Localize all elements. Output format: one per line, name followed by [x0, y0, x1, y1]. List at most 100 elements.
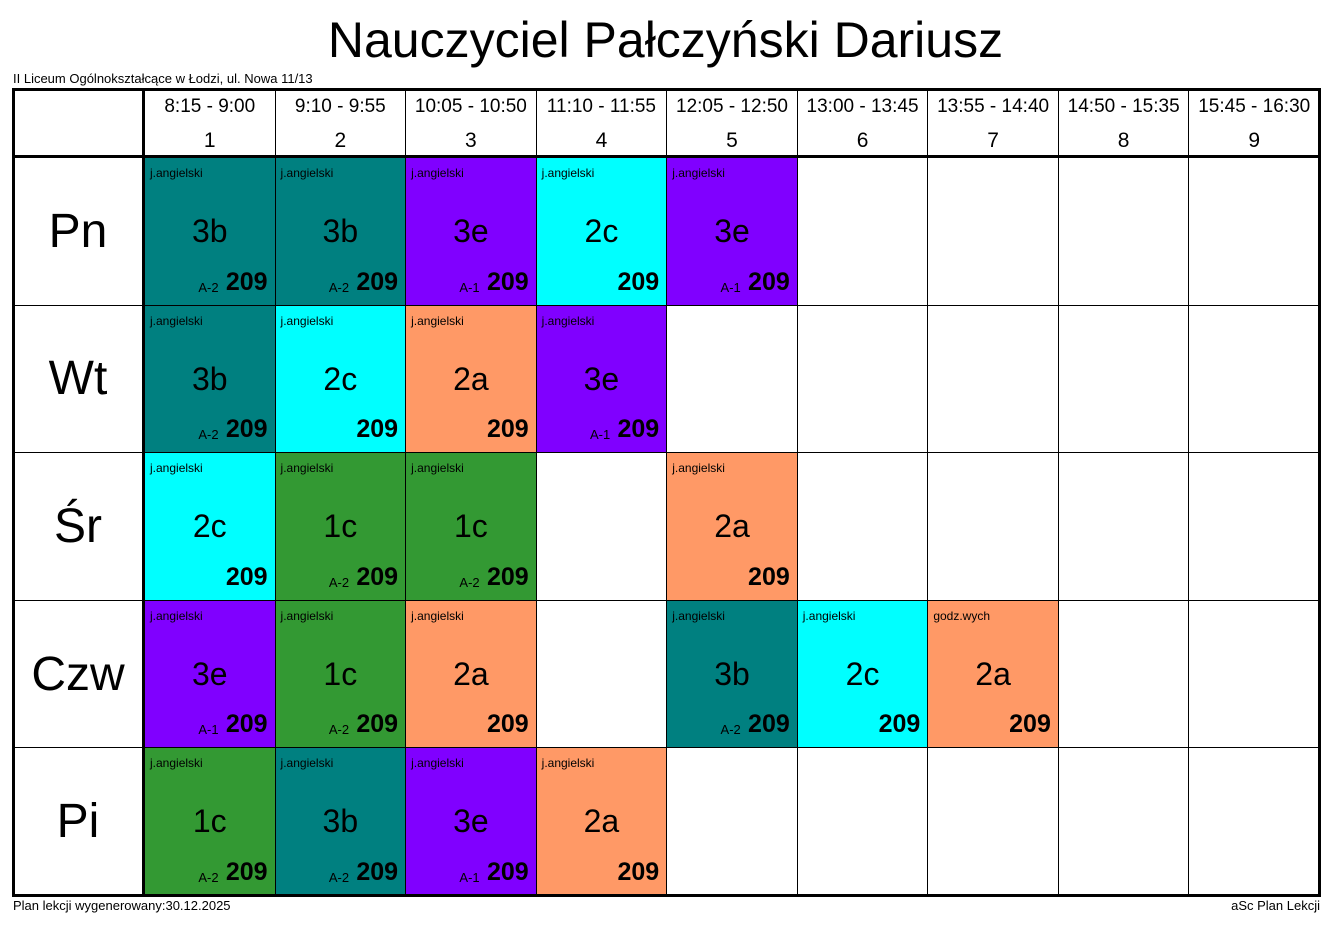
period-number: 9	[1248, 129, 1261, 152]
class-name: 3e	[453, 213, 489, 249]
group: A-2	[328, 279, 350, 295]
empty-cell	[797, 305, 929, 454]
school: II Liceum Ogólnokształcące w Łodzi, ul. …	[13, 71, 313, 86]
room: 209	[486, 267, 529, 296]
room: 209	[356, 415, 399, 444]
footer-left: Plan lekcji wygenerowany:30.12.2025	[13, 898, 231, 913]
lesson: j.angielski 2c 209	[536, 158, 668, 306]
period-header: 12:05 - 12:50 5	[667, 90, 798, 158]
lesson: j.angielski 3b A-2 209	[275, 158, 407, 306]
subject: j.angielski	[802, 608, 856, 623]
period-header: 13:55 - 14:40 7	[928, 90, 1059, 158]
period-time: 10:05 - 10:50	[414, 96, 527, 117]
subject: j.angielski	[150, 608, 203, 623]
subject: godz.wych	[933, 608, 991, 623]
lesson: j.angielski 1c A-2 209	[145, 748, 276, 896]
empty-cell	[1058, 453, 1190, 601]
room: 209	[225, 562, 268, 591]
period-time: 9:10 - 9:55	[294, 96, 386, 117]
period-number: 2	[334, 129, 347, 152]
room: 209	[617, 267, 660, 296]
class-name: 3b	[191, 360, 228, 397]
room: 209	[486, 415, 529, 444]
room: 209	[356, 562, 399, 591]
period-header: 14:50 - 15:35 8	[1058, 90, 1190, 158]
day-label: Pn	[14, 158, 145, 306]
room: 209	[748, 710, 790, 739]
lesson: j.angielski 1c A-2 209	[275, 600, 407, 749]
empty-cell	[1058, 305, 1190, 454]
subject: j.angielski	[150, 756, 203, 771]
room: 209	[225, 415, 268, 444]
group: A-2	[198, 427, 219, 443]
room: 209	[356, 710, 399, 739]
empty-cell	[1058, 158, 1190, 306]
group: A-2	[459, 574, 480, 590]
subject: j.angielski	[411, 313, 464, 328]
period-number: 6	[856, 129, 869, 152]
empty-cell	[928, 305, 1059, 454]
day-label: Pi	[14, 748, 145, 896]
subject: j.angielski	[411, 608, 464, 623]
period-number: 3	[465, 129, 477, 152]
room: 209	[617, 415, 660, 444]
class-name: 3b	[322, 213, 359, 249]
period-number: 8	[1117, 129, 1130, 152]
class-name: 1c	[192, 803, 227, 840]
period-number: 5	[726, 129, 738, 152]
class-name: 2a	[714, 508, 750, 545]
subject: j.angielski	[541, 313, 595, 328]
class-name: 3b	[191, 213, 228, 249]
group: A-1	[198, 722, 219, 738]
lesson: j.angielski 3e A-1 209	[406, 748, 537, 896]
lesson: godz.wych 2a 209	[928, 600, 1059, 749]
day-label: Wt	[14, 305, 145, 454]
empty-cell	[928, 453, 1059, 601]
class-name: 1c	[323, 508, 358, 545]
group: A-2	[198, 279, 219, 295]
subject: j.angielski	[541, 166, 595, 180]
lesson: j.angielski 2a 209	[406, 600, 537, 749]
class-name: 2c	[323, 360, 358, 397]
period-header: 15:45 - 16:30 9	[1189, 90, 1320, 158]
class-name: 2c	[845, 655, 880, 692]
class-name: 3e	[191, 655, 228, 692]
room: 209	[486, 857, 529, 886]
period-time: 13:55 - 14:40	[937, 96, 1050, 117]
room: 209	[617, 857, 660, 886]
subject: j.angielski	[280, 313, 334, 328]
class-name: 3b	[714, 655, 750, 692]
room: 209	[225, 857, 268, 886]
empty-cell	[928, 748, 1059, 896]
lesson: j.angielski 3e A-1 209	[536, 305, 668, 454]
subject: j.angielski	[672, 608, 725, 623]
empty-cell	[1058, 600, 1190, 749]
subject: j.angielski	[672, 166, 725, 180]
subject: j.angielski	[541, 756, 595, 771]
lesson: j.angielski 2a 209	[536, 748, 668, 896]
lesson: j.angielski 1c A-2 209	[406, 453, 537, 601]
empty-cell	[797, 453, 929, 601]
lesson: j.angielski 3b A-2 209	[145, 305, 276, 454]
class-name: 2c	[192, 508, 227, 545]
period-number: 4	[595, 129, 608, 152]
subject: j.angielski	[280, 461, 334, 476]
empty-cell	[1189, 453, 1320, 601]
empty-cell	[1189, 305, 1320, 454]
empty-cell	[1189, 600, 1320, 749]
room: 209	[486, 562, 529, 591]
footer-right: aSc Plan Lekcji	[1231, 898, 1320, 913]
period-time: 14:50 - 15:35	[1067, 96, 1180, 117]
period-header: 10:05 - 10:50 3	[406, 90, 537, 158]
period-header: 9:10 - 9:55 2	[275, 90, 407, 158]
period-time: 13:00 - 13:45	[806, 96, 919, 117]
empty-cell	[536, 453, 668, 601]
lesson: j.angielski 1c A-2 209	[275, 453, 407, 601]
room: 209	[878, 710, 921, 739]
class-name: 2c	[584, 213, 619, 249]
room: 209	[1009, 710, 1051, 739]
class-name: 1c	[323, 655, 358, 692]
lesson: j.angielski 2c 209	[145, 453, 276, 601]
room: 209	[748, 267, 790, 296]
lesson: j.angielski 2c 209	[275, 305, 407, 454]
